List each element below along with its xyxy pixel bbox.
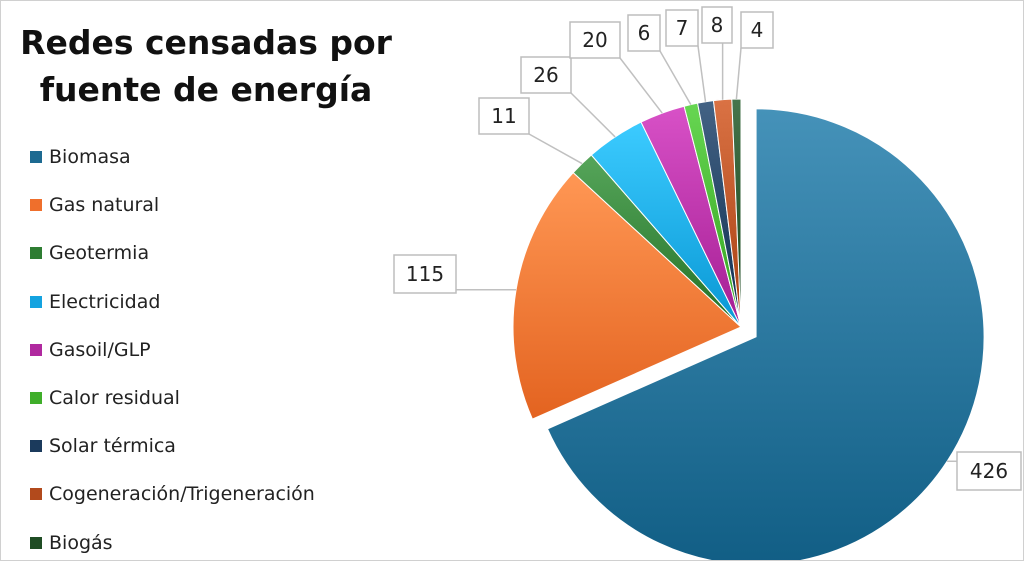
chart-title-line-1: Redes censadas por xyxy=(20,23,392,62)
legend-item: Gas natural xyxy=(30,181,315,229)
leader-line xyxy=(570,92,616,138)
pie-data-labels: 426 115 11 26 20 6 7 8 4 xyxy=(393,6,1022,491)
legend-item: Electricidad xyxy=(30,278,315,326)
legend-item: Geotermia xyxy=(30,229,315,277)
legend-label: Geotermia xyxy=(49,242,150,265)
data-label-box xyxy=(569,21,621,59)
data-label-box xyxy=(627,14,661,52)
legend-label: Solar térmica xyxy=(49,435,176,458)
leader-line xyxy=(619,57,663,114)
leader-line xyxy=(735,47,742,100)
legend-item: Calor residual xyxy=(30,374,315,422)
legend-label: Cogeneración/Trigeneración xyxy=(49,483,315,506)
chart-legend: Biomasa Gas natural Geotermia Electricid… xyxy=(30,133,315,567)
legend-swatch xyxy=(30,488,42,501)
data-label: 4 xyxy=(751,18,764,42)
data-label: 11 xyxy=(491,104,516,128)
leader-line xyxy=(528,133,583,165)
data-label-box xyxy=(478,97,530,135)
legend-label: Gasoil/GLP xyxy=(49,338,151,361)
leader-line xyxy=(697,45,707,102)
legend-swatch xyxy=(30,151,42,164)
data-label-box xyxy=(740,11,774,49)
legend-swatch xyxy=(30,343,42,356)
legend-label: Biogás xyxy=(49,531,113,554)
data-label-box xyxy=(665,9,699,47)
data-label-box xyxy=(393,254,457,294)
legend-label: Calor residual xyxy=(49,387,180,410)
legend-label: Biomasa xyxy=(49,146,131,169)
legend-swatch xyxy=(30,295,42,308)
legend-swatch xyxy=(30,536,42,549)
legend-item: Biomasa xyxy=(30,133,315,181)
data-label: 426 xyxy=(970,459,1008,483)
data-label-box xyxy=(520,56,572,94)
data-label: 7 xyxy=(676,16,689,40)
legend-item: Biogás xyxy=(30,519,315,567)
legend-label: Gas natural xyxy=(49,194,160,217)
data-label-box xyxy=(701,6,733,44)
data-label: 6 xyxy=(638,21,651,45)
legend-item: Cogeneración/Trigeneración xyxy=(30,470,315,518)
legend-item: Solar térmica xyxy=(30,422,315,470)
chart-title: Redes censadas por fuente de energía xyxy=(11,19,401,113)
legend-item: Gasoil/GLP xyxy=(30,326,315,374)
pie-slice-gas-natural xyxy=(512,171,742,420)
leader-line xyxy=(659,50,692,105)
legend-swatch xyxy=(30,247,42,260)
legend-swatch xyxy=(30,440,42,453)
legend-swatch xyxy=(30,199,42,212)
data-label: 20 xyxy=(582,28,607,52)
data-label: 115 xyxy=(406,262,444,286)
legend-label: Electricidad xyxy=(49,290,161,313)
legend-swatch xyxy=(30,392,42,405)
data-label: 26 xyxy=(533,63,558,87)
pie-slices xyxy=(512,98,985,560)
data-label-box xyxy=(956,451,1022,491)
data-label: 8 xyxy=(711,13,724,37)
chart-title-line-2: fuente de energía xyxy=(39,70,373,109)
